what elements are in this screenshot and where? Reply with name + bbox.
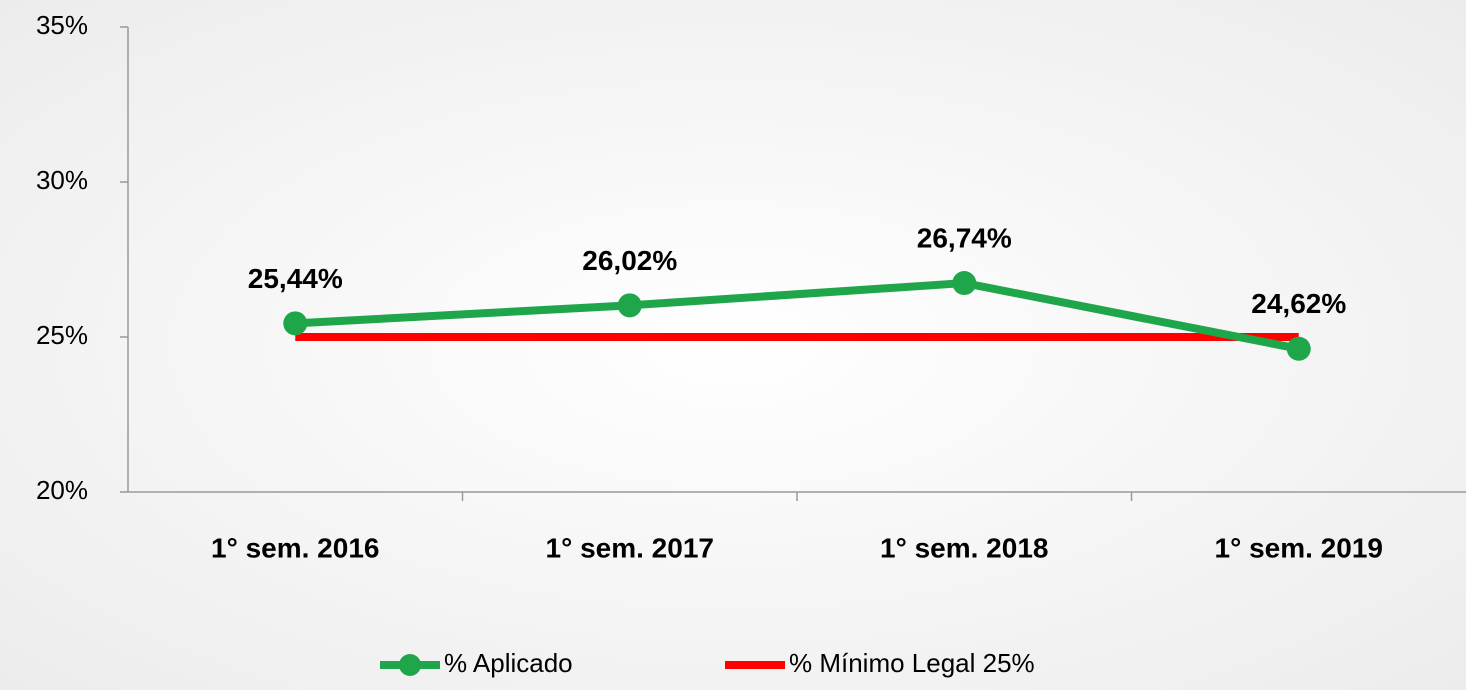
series-line <box>295 279 1300 353</box>
marker <box>617 293 642 318</box>
x-tick-label: 1° sem. 2019 <box>1215 532 1383 563</box>
y-tick-label: 20% <box>36 475 88 505</box>
x-tick-label: 1° sem. 2017 <box>546 532 714 563</box>
data-label: 24,62% <box>1251 288 1346 319</box>
data-label: 26,74% <box>917 222 1012 253</box>
marker <box>952 271 977 296</box>
x-tick-label: 1° sem. 2016 <box>211 532 379 563</box>
legend-label: % Mínimo Legal 25% <box>789 648 1035 678</box>
legend-label: % Aplicado <box>444 648 573 678</box>
y-tick-label: 35% <box>36 10 88 40</box>
marker <box>1286 336 1311 361</box>
legend-marker <box>399 654 421 676</box>
x-tick-label: 1° sem. 2018 <box>880 532 1048 563</box>
data-label: 26,02% <box>582 245 677 276</box>
y-tick-label: 30% <box>36 165 88 195</box>
marker <box>283 311 308 336</box>
y-tick-label: 25% <box>36 320 88 350</box>
data-label: 25,44% <box>248 263 343 294</box>
